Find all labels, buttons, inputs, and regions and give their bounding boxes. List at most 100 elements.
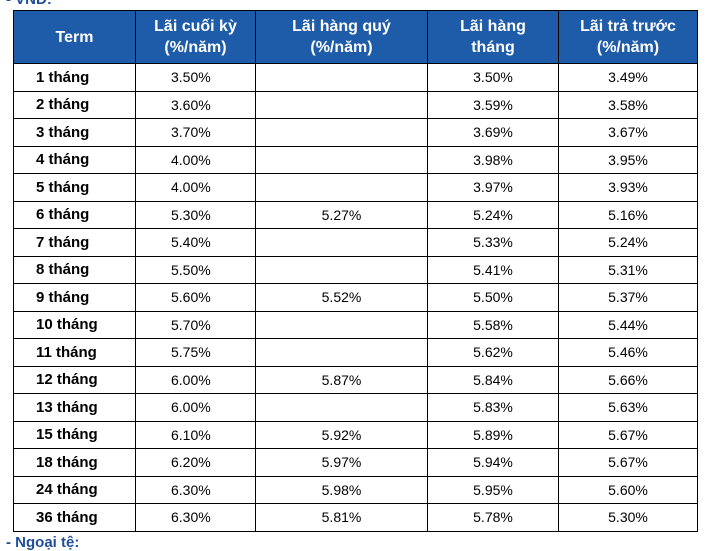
cell-upfront-rate: 3.95% [558,145,698,174]
cell-monthly-rate: 5.50% [427,283,559,312]
table-row: 10 tháng 5.70% 5.58% 5.44% [13,310,698,339]
table-row: 9 tháng 5.60% 5.52% 5.50% 5.37% [13,283,698,312]
cell-term: 2 tháng [13,90,136,119]
column-header-quarterly-line2: (%/năm) [310,39,373,56]
column-header-monthly-line1: Lãi hàng [460,18,526,35]
cell-term: 12 tháng [13,365,136,394]
column-header-upfront-line2: (%/năm) [596,39,660,56]
cell-monthly-rate: 3.97% [427,173,559,202]
cell-term: 1 tháng [13,63,136,92]
cell-term: 4 tháng [13,145,136,174]
cell-end-of-term-rate: 3.50% [135,63,256,92]
cell-quarterly-rate: 5.52% [255,283,428,312]
table-row: 4 tháng 4.00% 3.98% 3.95% [13,145,698,174]
cell-upfront-rate: 3.67% [558,118,698,147]
cell-end-of-term-rate: 5.40% [135,228,256,257]
table-row: 2 tháng 3.60% 3.59% 3.58% [13,90,698,119]
cell-upfront-rate: 5.67% [558,420,698,449]
cell-quarterly-rate: 5.87% [255,365,428,394]
cell-quarterly-rate [255,228,428,257]
table-body: 1 tháng 3.50% 3.50% 3.49% 2 tháng 3.60% 3.59% 3… [13,63,698,532]
cell-upfront-rate: 5.44% [558,310,698,339]
cell-monthly-rate: 5.84% [427,365,559,394]
column-header-quarterly: Lãi hàng quý (%/năm) [255,10,428,64]
cell-quarterly-rate [255,173,428,202]
table-row: 24 tháng 6.30% 5.98% 5.95% 5.60% [13,475,698,504]
cell-monthly-rate: 5.78% [427,503,559,532]
table-row: 6 tháng 5.30% 5.27% 5.24% 5.16% [13,200,698,229]
cell-monthly-rate: 3.50% [427,63,559,92]
cell-upfront-rate: 3.58% [558,90,698,119]
cell-upfront-rate: 5.67% [558,448,698,477]
cell-end-of-term-rate: 3.70% [135,118,256,147]
cell-upfront-rate: 5.16% [558,200,698,229]
table-row: 12 tháng 6.00% 5.87% 5.84% 5.66% [13,365,698,394]
cell-upfront-rate: 5.66% [558,365,698,394]
cell-monthly-rate: 5.95% [427,475,559,504]
cell-term: 15 tháng [13,420,136,449]
cell-upfront-rate: 5.63% [558,393,698,422]
cell-quarterly-rate [255,338,428,367]
cell-upfront-rate: 5.46% [558,338,698,367]
cell-quarterly-rate [255,90,428,119]
cell-end-of-term-rate: 5.75% [135,338,256,367]
table-row: 18 tháng 6.20% 5.97% 5.94% 5.67% [13,448,698,477]
table-row: 13 tháng 6.00% 5.83% 5.63% [13,393,698,422]
cell-term: 24 tháng [13,475,136,504]
cell-end-of-term-rate: 6.00% [135,365,256,394]
table-row: 1 tháng 3.50% 3.50% 3.49% [13,63,698,92]
cell-term: 18 tháng [13,448,136,477]
cell-term: 9 tháng [13,283,136,312]
interest-rate-table: Term Lãi cuối kỳ (%/năm) Lãi hàng quý (%… [13,10,698,532]
cell-end-of-term-rate: 3.60% [135,90,256,119]
cell-monthly-rate: 5.58% [427,310,559,339]
cell-quarterly-rate [255,255,428,284]
cell-monthly-rate: 5.89% [427,420,559,449]
table-row: 11 tháng 5.75% 5.62% 5.46% [13,338,698,367]
cell-term: 6 tháng [13,200,136,229]
cell-end-of-term-rate: 5.30% [135,200,256,229]
cell-end-of-term-rate: 6.30% [135,503,256,532]
cell-monthly-rate: 5.24% [427,200,559,229]
section-heading-vnd: - VND: [6,0,52,8]
column-header-end-of-term-line1: Lãi cuối kỳ [154,18,237,35]
table-row: 36 tháng 6.30% 5.81% 5.78% 5.30% [13,503,698,532]
cell-end-of-term-rate: 4.00% [135,173,256,202]
cell-end-of-term-rate: 6.00% [135,393,256,422]
cell-monthly-rate: 3.98% [427,145,559,174]
cell-quarterly-rate: 5.81% [255,503,428,532]
column-header-monthly-line2: tháng [471,39,515,56]
cell-upfront-rate: 5.31% [558,255,698,284]
cell-quarterly-rate [255,310,428,339]
cell-term: 13 tháng [13,393,136,422]
column-header-quarterly-line1: Lãi hàng quý [292,18,391,35]
cell-upfront-rate: 5.30% [558,503,698,532]
cell-monthly-rate: 5.62% [427,338,559,367]
cell-term: 8 tháng [13,255,136,284]
table-row: 7 tháng 5.40% 5.33% 5.24% [13,228,698,257]
cell-upfront-rate: 3.93% [558,173,698,202]
cell-term: 36 tháng [13,503,136,532]
table-row: 15 tháng 6.10% 5.92% 5.89% 5.67% [13,420,698,449]
column-header-term-line1: Term [55,28,94,46]
cell-upfront-rate: 5.37% [558,283,698,312]
cell-term: 5 tháng [13,173,136,202]
column-header-monthly: Lãi hàng tháng [427,10,559,64]
cell-quarterly-rate: 5.92% [255,420,428,449]
table-header-row: Term Lãi cuối kỳ (%/năm) Lãi hàng quý (%… [13,10,698,64]
cell-monthly-rate: 5.83% [427,393,559,422]
column-header-end-of-term-line2: (%/năm) [164,39,227,56]
cell-end-of-term-rate: 5.70% [135,310,256,339]
cell-end-of-term-rate: 6.10% [135,420,256,449]
cell-upfront-rate: 5.60% [558,475,698,504]
cell-quarterly-rate [255,393,428,422]
cell-end-of-term-rate: 4.00% [135,145,256,174]
table-row: 3 tháng 3.70% 3.69% 3.67% [13,118,698,147]
cell-monthly-rate: 3.69% [427,118,559,147]
column-header-end-of-term: Lãi cuối kỳ (%/năm) [135,10,256,64]
cell-term: 7 tháng [13,228,136,257]
cell-end-of-term-rate: 6.30% [135,475,256,504]
cell-monthly-rate: 5.41% [427,255,559,284]
cell-monthly-rate: 5.33% [427,228,559,257]
cell-term: 3 tháng [13,118,136,147]
